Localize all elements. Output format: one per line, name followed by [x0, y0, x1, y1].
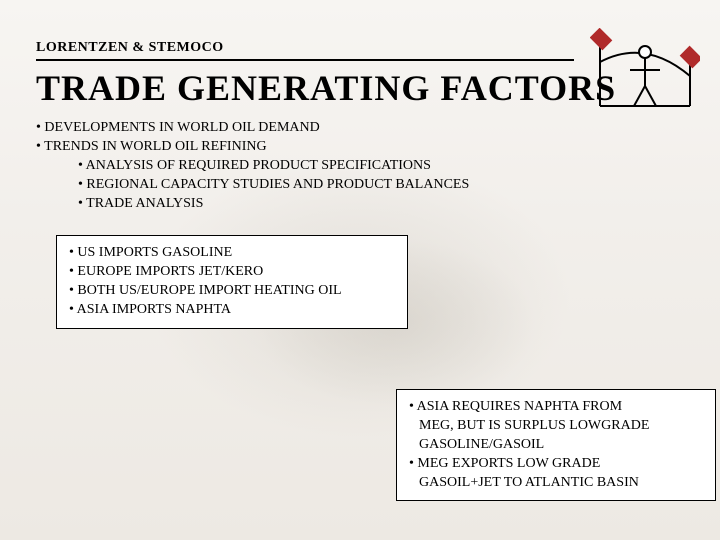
slide-title: TRADE GENERATING FACTORS	[36, 67, 684, 109]
bullet-item: • BOTH US/EUROPE IMPORT HEATING OIL	[69, 282, 395, 301]
bullet-item: • TRADE ANALYSIS	[36, 195, 684, 214]
bullet-item: • MEG EXPORTS LOW GRADE	[409, 455, 703, 474]
callout-box-left: • US IMPORTS GASOLINE • EUROPE IMPORTS J…	[56, 235, 408, 329]
bullet-item: • REGIONAL CAPACITY STUDIES AND PRODUCT …	[36, 176, 684, 195]
bullet-item: • TRENDS IN WORLD OIL REFINING	[36, 138, 684, 157]
bullet-continuation: GASOIL+JET TO ATLANTIC BASIN	[409, 474, 703, 493]
bullet-item: • DEVELOPMENTS IN WORLD OIL DEMAND	[36, 119, 684, 138]
bullet-item: • ANALYSIS OF REQUIRED PRODUCT SPECIFICA…	[36, 157, 684, 176]
company-name: LORENTZEN & STEMOCO	[36, 40, 574, 59]
bullet-continuation: GASOLINE/GASOIL	[409, 436, 703, 455]
bullet-continuation: MEG, BUT IS SURPLUS LOWGRADE	[409, 417, 703, 436]
company-logo	[590, 28, 700, 128]
bullet-item: • EUROPE IMPORTS JET/KERO	[69, 263, 395, 282]
callout-box-right: • ASIA REQUIRES NAPHTA FROM MEG, BUT IS …	[396, 389, 716, 501]
bullet-list-main: • DEVELOPMENTS IN WORLD OIL DEMAND • TRE…	[36, 119, 684, 213]
bullet-item: • ASIA IMPORTS NAPHTA	[69, 301, 395, 320]
header-rule	[36, 59, 574, 61]
bullet-item: • US IMPORTS GASOLINE	[69, 244, 395, 263]
bullet-item: • ASIA REQUIRES NAPHTA FROM	[409, 398, 703, 417]
